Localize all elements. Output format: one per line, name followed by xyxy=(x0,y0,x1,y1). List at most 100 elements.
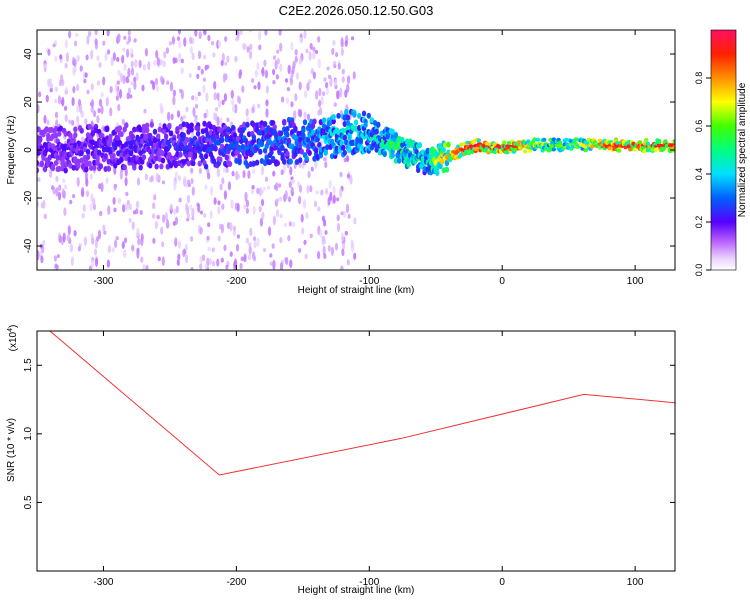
heatmap-noise-cell xyxy=(272,55,277,60)
heatmap-noise-cell xyxy=(346,173,350,179)
heatmap-ridge-cell xyxy=(156,133,161,140)
heatmap-noise-cell xyxy=(222,73,226,83)
heatmap-noise-cell xyxy=(309,233,313,239)
heatmap-noise-cell xyxy=(136,227,140,238)
heatmap-noise-cell xyxy=(130,60,134,68)
heatmap-noise-cell xyxy=(72,86,76,94)
heatmap-noise-cell xyxy=(76,176,80,187)
heatmap-ridge-cell xyxy=(92,159,97,166)
heatmap-ridge-cell xyxy=(661,146,666,151)
heatmap-noise-cell xyxy=(84,118,88,125)
heatmap-noise-cell xyxy=(298,109,303,118)
heatmap-noise-cell xyxy=(278,30,282,36)
heatmap-ridge-cell xyxy=(218,127,223,134)
heatmap-noise-cell xyxy=(227,181,231,191)
heatmap-ridge-cell xyxy=(167,123,172,130)
heatmap-noise-cell xyxy=(71,119,75,126)
heatmap-noise-cell xyxy=(147,61,151,71)
heatmap-ridge-cell xyxy=(270,155,276,162)
x-tick-label: 100 xyxy=(627,577,644,588)
heatmap-ridge-cell xyxy=(92,164,97,171)
heatmap-ridge-cell xyxy=(219,137,225,144)
heatmap-ridge-cell xyxy=(215,133,220,140)
heatmap-noise-cell xyxy=(190,178,194,185)
heatmap-ridge-cell xyxy=(130,134,135,141)
heatmap-noise-cell xyxy=(304,90,308,99)
heatmap-ridge-cell xyxy=(164,133,169,140)
heatmap-ridge-cell xyxy=(285,150,290,157)
x-tick-label: 100 xyxy=(627,276,644,287)
heatmap-ridge-cell xyxy=(522,149,528,154)
heatmap-noise-cell xyxy=(177,175,181,182)
heatmap-noise-cell xyxy=(153,194,157,201)
heatmap-noise-cell xyxy=(85,54,89,61)
heatmap-noise-cell xyxy=(280,169,284,176)
heatmap-noise-cell xyxy=(178,197,182,203)
heatmap-noise-cell xyxy=(236,95,241,103)
heatmap-noise-cell xyxy=(171,36,175,45)
heatmap-noise-cell xyxy=(330,246,334,256)
heatmap-ridge-cell xyxy=(339,139,344,146)
heatmap-noise-cell xyxy=(185,203,189,212)
heatmap-noise-cell xyxy=(226,117,230,123)
heatmap-noise-cell xyxy=(162,214,166,224)
heatmap-ridge-cell xyxy=(144,122,150,129)
heatmap-y-label: Frequency (Hz) xyxy=(6,116,17,185)
heatmap-noise-cell xyxy=(158,122,162,128)
heatmap-noise-cell xyxy=(178,52,182,62)
heatmap-noise-cell xyxy=(161,180,165,185)
heatmap-noise-cell xyxy=(211,41,215,46)
heatmap-ridge-cell xyxy=(184,136,190,143)
heatmap-noise-cell xyxy=(203,30,207,36)
heatmap-noise-cell xyxy=(68,30,72,39)
heatmap-ridge-cell xyxy=(57,130,62,137)
heatmap-ridge-cell xyxy=(44,126,49,133)
heatmap-noise-cell xyxy=(286,87,290,92)
heatmap-ridge-cell xyxy=(203,153,209,160)
heatmap-ridge-cell xyxy=(331,118,336,125)
heatmap-noise-cell xyxy=(225,166,229,173)
heatmap-noise-cell xyxy=(90,98,95,109)
heatmap-ridge-cell xyxy=(583,148,588,153)
heatmap-noise-cell xyxy=(73,230,77,237)
heatmap-ridge-cell xyxy=(425,148,430,155)
heatmap-noise-cell xyxy=(62,190,66,200)
heatmap-ridge-cell xyxy=(130,139,135,146)
heatmap-noise-cell xyxy=(54,98,58,104)
heatmap-noise-cell xyxy=(185,106,189,113)
heatmap-ridge-cell xyxy=(159,163,164,170)
heatmap-noise-cell xyxy=(292,60,296,69)
heatmap-noise-cell xyxy=(157,256,161,262)
heatmap-y-ticks: -40 -20 0 20 40 xyxy=(23,48,675,253)
heatmap-noise-cell xyxy=(344,230,348,236)
heatmap-ridge-cell xyxy=(39,160,44,167)
heatmap-ridge-cell xyxy=(168,130,174,137)
heatmap-noise-cell xyxy=(315,190,319,195)
heatmap-noise-cell xyxy=(350,36,355,41)
heatmap-noise-cell xyxy=(243,204,247,210)
heatmap-noise-cell xyxy=(321,236,325,246)
heatmap-noise-cell xyxy=(305,211,309,220)
heatmap-ridge-cell xyxy=(55,154,60,161)
heatmap-ridge-cell xyxy=(37,167,40,174)
heatmap-noise-cell xyxy=(126,92,130,100)
heatmap-noise-cell xyxy=(340,211,344,216)
heatmap-ridge-cell xyxy=(532,137,537,142)
heatmap-noise-cell xyxy=(63,184,68,190)
heatmap-noise-cell xyxy=(216,92,220,101)
heatmap-ridge-cell xyxy=(393,157,399,164)
heatmap-ridge-cell xyxy=(116,150,121,157)
heatmap-noise-cell xyxy=(47,48,51,56)
colorbar-tick-label: 0.6 xyxy=(694,120,704,133)
heatmap-noise-cell xyxy=(245,108,249,117)
heatmap-noise-cell xyxy=(101,125,105,133)
heatmap-ridge-cell xyxy=(535,137,540,142)
heatmap-noise-cell xyxy=(183,37,187,47)
heatmap-ridge-cell xyxy=(379,142,384,149)
heatmap-noise-cell xyxy=(136,248,140,259)
heatmap-noise-cell xyxy=(298,81,302,91)
heatmap-noise-cell xyxy=(239,30,243,36)
heatmap-noise-cell xyxy=(333,60,337,66)
heatmap-noise-cell xyxy=(245,207,249,214)
heatmap-noise-cell xyxy=(303,111,307,120)
